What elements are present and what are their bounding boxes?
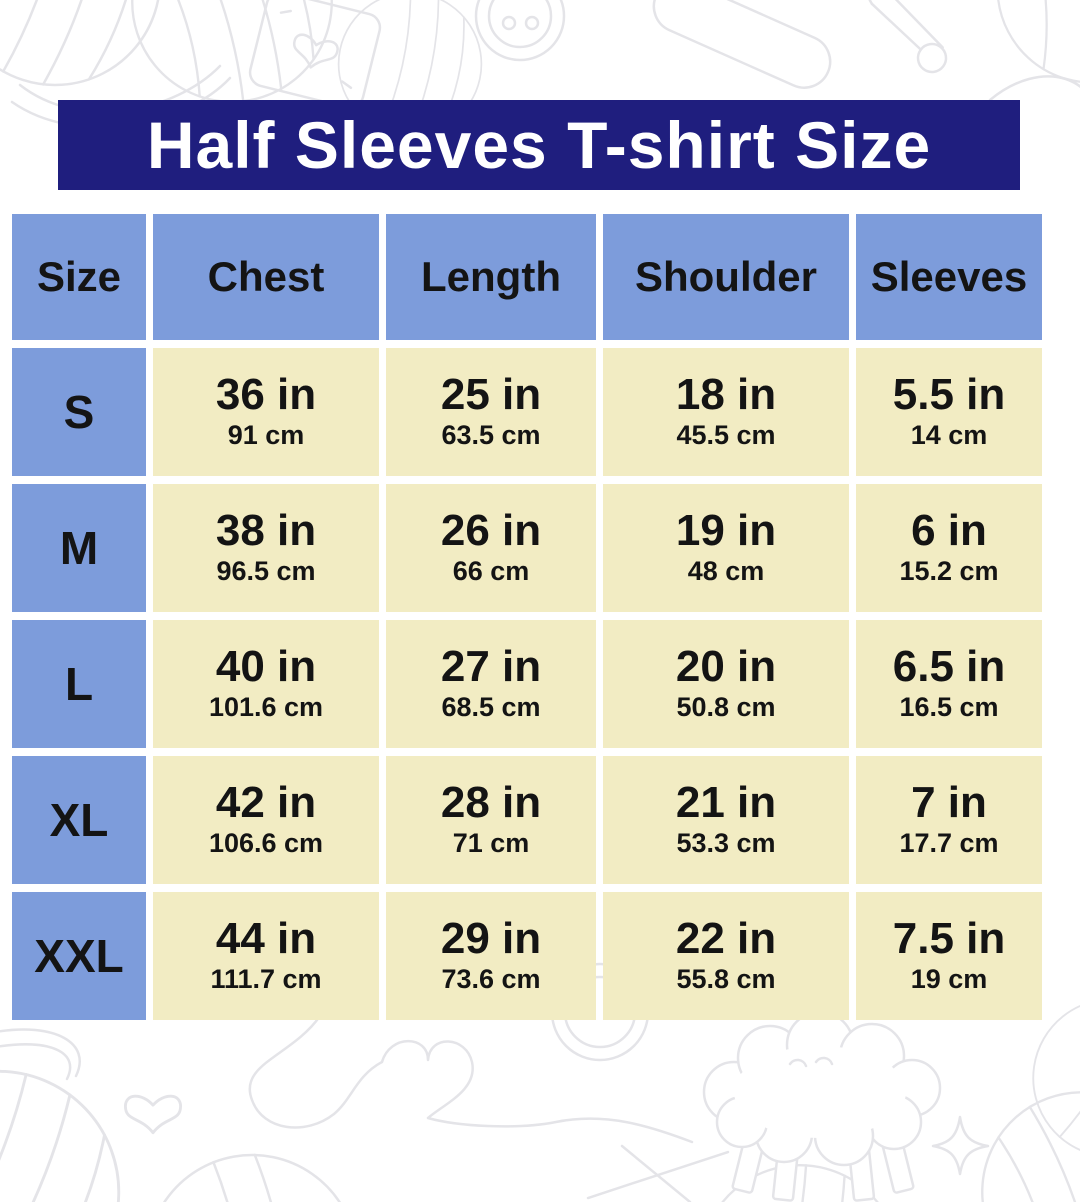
value-inches: 29 in — [440, 914, 542, 964]
yarn-ball-icon — [1032, 998, 1080, 1158]
value-inches: 44 in — [215, 914, 317, 964]
value-cm: 111.7 cm — [210, 964, 322, 995]
cell-shoulder-s: 18 in 45.5 cm — [603, 348, 849, 476]
value-inches: 21 in — [675, 778, 777, 828]
safety-pin-icon — [867, 0, 948, 74]
label-card-icon — [248, 0, 382, 109]
value-inches: 28 in — [440, 778, 542, 828]
value-cm: 15.2 cm — [899, 556, 999, 587]
value-inches: 18 in — [675, 370, 777, 420]
column-header-chest: Chest — [153, 214, 379, 340]
sheep-icon — [702, 1010, 942, 1202]
cell-chest-m: 38 in 96.5 cm — [153, 484, 379, 612]
cell-sleeves-l: 6.5 in 16.5 cm — [856, 620, 1042, 748]
value-cm: 66 cm — [452, 556, 530, 587]
row-header-l: L — [12, 620, 146, 748]
cell-sleeves-xxl: 7.5 in 19 cm — [856, 892, 1042, 1020]
cell-shoulder-xxl: 22 in 55.8 cm — [603, 892, 849, 1020]
value-cm: 71 cm — [452, 828, 530, 859]
button-icon — [474, 0, 566, 62]
cell-shoulder-m: 19 in 48 cm — [603, 484, 849, 612]
yarn-ball-icon — [0, 0, 162, 87]
value-cm: 96.5 cm — [216, 556, 316, 587]
size-table: Size Chest Length Shoulder Sleeves S 36 … — [12, 214, 1042, 1020]
value-inches: 26 in — [440, 506, 542, 556]
crochet-hook-icon — [0, 1028, 81, 1078]
row-header-m: M — [12, 484, 146, 612]
cell-length-xxl: 29 in 73.6 cm — [386, 892, 596, 1020]
cell-sleeves-s: 5.5 in 14 cm — [856, 348, 1042, 476]
value-cm: 16.5 cm — [899, 692, 999, 723]
yarn-ball-icon — [145, 1153, 359, 1202]
title-banner: Half Sleeves T-shirt Size — [58, 100, 1020, 190]
value-inches: 19 in — [675, 506, 777, 556]
value-cm: 73.6 cm — [441, 964, 541, 995]
value-inches: 20 in — [675, 642, 777, 692]
cell-shoulder-l: 20 in 50.8 cm — [603, 620, 849, 748]
cell-chest-l: 40 in 101.6 cm — [153, 620, 379, 748]
heart-icon — [123, 1094, 183, 1135]
value-cm: 63.5 cm — [441, 420, 541, 451]
value-inches: 27 in — [440, 642, 542, 692]
value-cm: 50.8 cm — [676, 692, 776, 723]
cell-length-xl: 28 in 71 cm — [386, 756, 596, 884]
value-cm: 91 cm — [227, 420, 305, 451]
value-cm: 106.6 cm — [208, 828, 324, 859]
value-inches: 42 in — [215, 778, 317, 828]
sparkle-icon — [931, 1115, 990, 1176]
value-inches: 7 in — [911, 778, 987, 828]
thread-heart-icon — [248, 1014, 694, 1144]
cell-sleeves-xl: 7 in 17.7 cm — [856, 756, 1042, 884]
value-cm: 68.5 cm — [441, 692, 541, 723]
column-header-shoulder: Shoulder — [603, 214, 849, 340]
value-inches: 36 in — [215, 370, 317, 420]
value-cm: 45.5 cm — [676, 420, 776, 451]
value-inches: 22 in — [675, 914, 777, 964]
value-cm: 53.3 cm — [676, 828, 776, 859]
yarn-ball-icon — [0, 1069, 121, 1202]
value-inches: 6.5 in — [892, 642, 1006, 692]
cell-chest-xl: 42 in 106.6 cm — [153, 756, 379, 884]
cell-length-s: 25 in 63.5 cm — [386, 348, 596, 476]
value-cm: 14 cm — [910, 420, 988, 451]
column-header-length: Length — [386, 214, 596, 340]
column-header-size: Size — [12, 214, 146, 340]
value-cm: 17.7 cm — [899, 828, 999, 859]
value-inches: 6 in — [911, 506, 987, 556]
value-inches: 40 in — [215, 642, 317, 692]
value-cm: 55.8 cm — [676, 964, 776, 995]
page-title: Half Sleeves T-shirt Size — [146, 108, 932, 182]
cell-chest-s: 36 in 91 cm — [153, 348, 379, 476]
value-inches: 25 in — [440, 370, 542, 420]
column-header-sleeves: Sleeves — [856, 214, 1042, 340]
value-cm: 19 cm — [910, 964, 988, 995]
cell-length-l: 27 in 68.5 cm — [386, 620, 596, 748]
cell-sleeves-m: 6 in 15.2 cm — [856, 484, 1042, 612]
wool-roll-icon — [652, 0, 832, 89]
value-inches: 7.5 in — [892, 914, 1006, 964]
cell-length-m: 26 in 66 cm — [386, 484, 596, 612]
row-header-xl: XL — [12, 756, 146, 884]
row-header-s: S — [12, 348, 146, 476]
yarn-ball-icon — [699, 1164, 901, 1202]
cell-chest-xxl: 44 in 111.7 cm — [153, 892, 379, 1020]
cell-shoulder-xl: 21 in 53.3 cm — [603, 756, 849, 884]
value-inches: 38 in — [215, 506, 317, 556]
row-header-xxl: XXL — [12, 892, 146, 1020]
yarn-ball-icon — [981, 1091, 1080, 1202]
value-inches: 5.5 in — [892, 370, 1006, 420]
yarn-ball-icon — [996, 0, 1080, 84]
value-cm: 101.6 cm — [208, 692, 324, 723]
value-cm: 48 cm — [687, 556, 765, 587]
